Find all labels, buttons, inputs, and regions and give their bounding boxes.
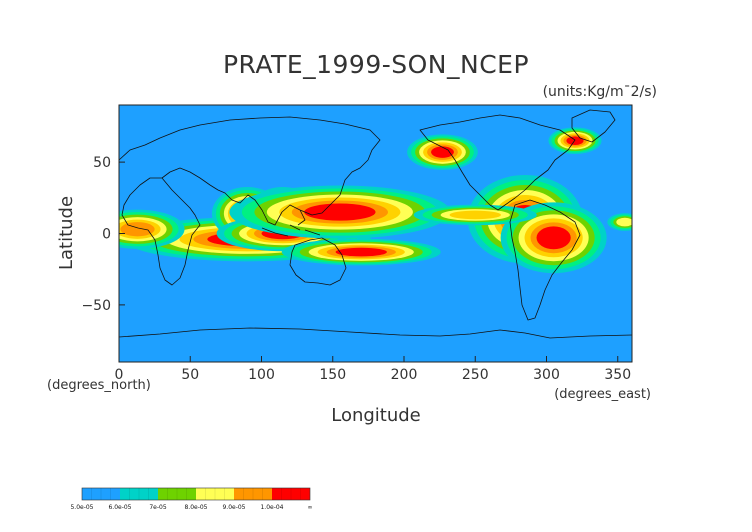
precip-contour (616, 217, 632, 227)
map-plot (118, 104, 633, 363)
x-tick-label: 200 (391, 367, 418, 383)
x-tick-label: 0 (115, 367, 124, 383)
precip-feature (281, 238, 441, 266)
y-axis: 50 0 −50 (81, 155, 125, 314)
precip-feature (413, 204, 537, 226)
coastlines (119, 109, 632, 339)
colorbar-label: 8.0e-05 (184, 504, 207, 511)
coastline-north-america (419, 114, 576, 211)
x-unit-label: (degrees_east) (554, 387, 651, 402)
coastline-eurasia (119, 116, 381, 226)
units-label: (units:Kg/m¯2/s) (543, 84, 657, 100)
coastline-antarctica (119, 327, 632, 339)
chart-title: PRATE_1999-SON_NCEP (223, 50, 529, 79)
colorbar-label: 7e-05 (149, 504, 166, 511)
y-tick-label: 0 (102, 227, 111, 243)
colorbar-swatch (272, 488, 310, 500)
precip-feature (407, 134, 478, 170)
y-tick-label: −50 (81, 298, 111, 314)
coastline-africa (121, 177, 201, 286)
y-unit-label: (degrees_north) (47, 378, 151, 393)
colorbar-swatch (196, 488, 234, 500)
precip-contour (335, 247, 387, 257)
colorbar-label: 9.0e-05 (222, 504, 245, 511)
precip-feature (500, 202, 607, 274)
x-tick-label: 350 (604, 367, 631, 383)
precip-feature (607, 213, 632, 231)
coastline-south-america (509, 199, 581, 321)
x-tick-label: 250 (462, 367, 489, 383)
coastline-islands (261, 209, 321, 237)
colorbar-swatch (234, 488, 272, 500)
precip-contour (120, 222, 155, 237)
colorbar-label: 6.0e-05 (108, 504, 131, 511)
x-axis: 0 50 100 150 200 250 300 350 (115, 356, 631, 383)
precip-contour (431, 146, 454, 158)
colorbar-label: ∞ (308, 504, 313, 511)
colorbar-swatch (120, 488, 158, 500)
coastline-australia (289, 237, 347, 286)
colorbar-label: 5.0e-05 (70, 504, 93, 511)
colorbar-label: 1.0e-04 (260, 504, 283, 511)
y-axis-label: Latitude (56, 196, 77, 270)
x-axis-label: Longitude (331, 405, 421, 426)
colorbar-frame (81, 487, 311, 501)
colorbar: 5.0e-05 6.0e-05 7e-05 8.0e-05 9.0e-05 1.0e-04… (70, 487, 313, 511)
x-tick-label: 50 (181, 367, 199, 383)
x-tick-label: 100 (248, 367, 275, 383)
colorbar-swatch (158, 488, 196, 500)
precip-feature (229, 185, 451, 239)
x-tick-label: 150 (319, 367, 346, 383)
coastline-greenland (571, 109, 616, 143)
x-tick-label: 300 (533, 367, 560, 383)
precip-contour (304, 203, 376, 221)
colorbar-swatch (82, 488, 120, 500)
precip-contour (449, 210, 501, 220)
precip-contour (536, 226, 571, 250)
y-tick-label: 50 (93, 155, 111, 171)
